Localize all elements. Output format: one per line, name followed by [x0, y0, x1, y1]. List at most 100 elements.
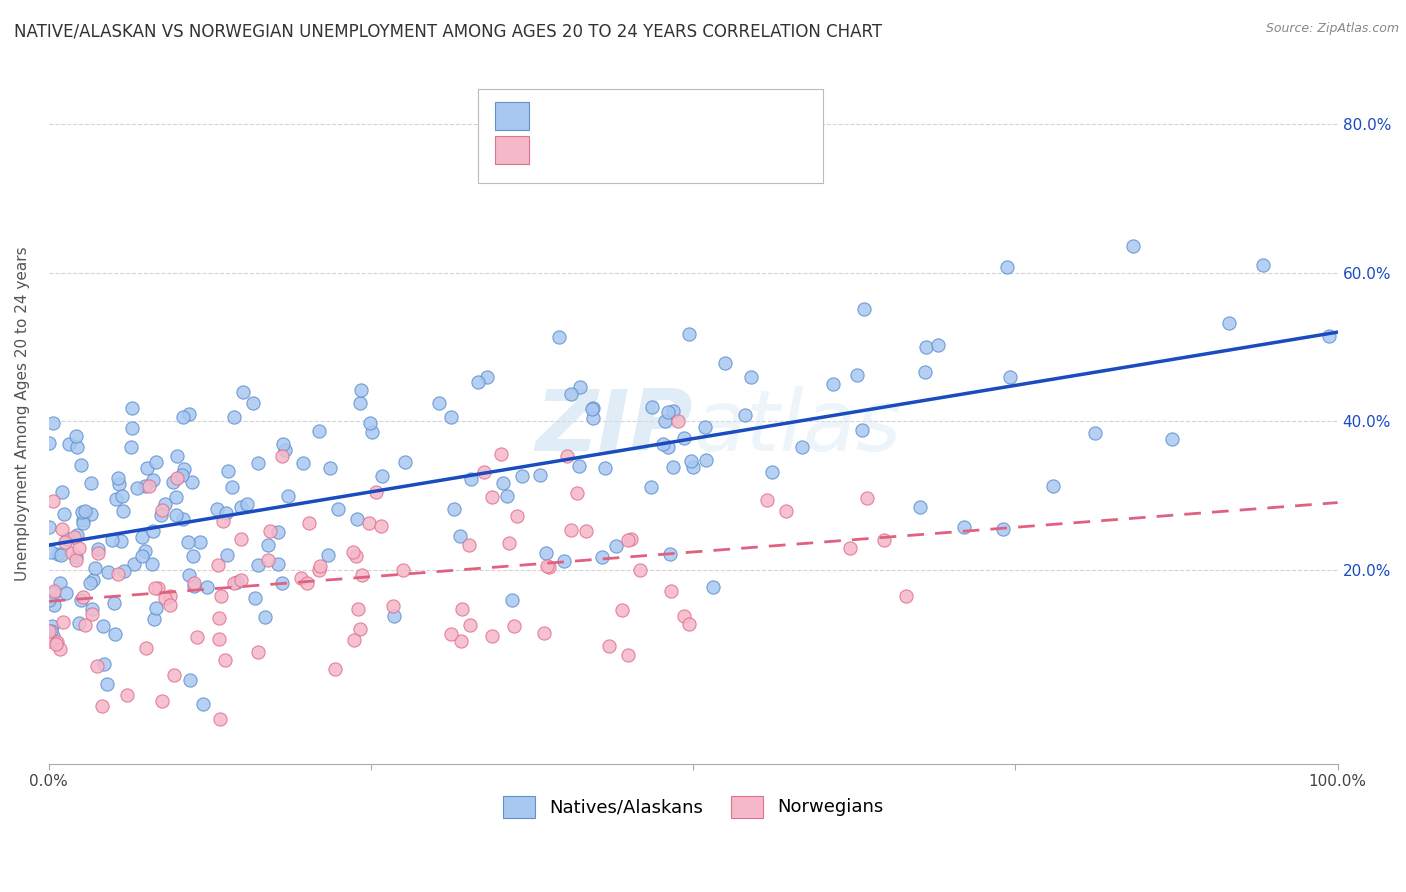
Point	[67, 616, 90, 631]
Point	[96, 676, 118, 690]
Point	[80, 607, 103, 621]
Point	[134, 544, 156, 558]
Point	[51, 484, 73, 499]
Point	[49, 548, 72, 562]
Point	[112, 565, 135, 579]
Point	[662, 404, 685, 418]
Legend: Natives/Alaskans, Norwegians: Natives/Alaskans, Norwegians	[495, 789, 891, 825]
Point	[651, 436, 673, 450]
Point	[605, 539, 627, 553]
Point	[610, 603, 633, 617]
Point	[443, 501, 465, 516]
Point	[131, 530, 153, 544]
Point	[70, 593, 93, 607]
Point	[179, 673, 201, 687]
Point	[598, 640, 620, 654]
Point	[291, 456, 314, 470]
Point	[229, 573, 252, 587]
Point	[581, 401, 603, 416]
Point	[427, 396, 450, 410]
Point	[46, 635, 69, 649]
Point	[225, 574, 247, 589]
Point	[181, 549, 204, 564]
Point	[215, 507, 238, 521]
Point	[108, 477, 131, 491]
Point	[162, 475, 184, 489]
Point	[679, 454, 702, 468]
Point	[231, 532, 253, 546]
Point	[48, 576, 70, 591]
Point	[460, 472, 482, 486]
Point	[247, 645, 270, 659]
Point	[163, 668, 186, 682]
Point	[97, 565, 120, 579]
Point	[678, 616, 700, 631]
Point	[492, 475, 515, 490]
Point	[138, 479, 160, 493]
Point	[142, 612, 165, 626]
Point	[209, 712, 232, 726]
Point	[846, 368, 869, 383]
Point	[620, 532, 643, 546]
Point	[673, 431, 696, 445]
Point	[498, 535, 520, 549]
Point	[366, 485, 388, 500]
Point	[673, 608, 696, 623]
Text: 0.388: 0.388	[579, 145, 637, 162]
Point	[449, 529, 471, 543]
Point	[165, 490, 187, 504]
Point	[110, 533, 132, 548]
Point	[121, 401, 143, 416]
Point	[481, 629, 503, 643]
Point	[1218, 316, 1240, 330]
Point	[440, 627, 463, 641]
Point	[370, 518, 392, 533]
Point	[65, 550, 87, 565]
Point	[209, 589, 232, 603]
Point	[510, 469, 533, 483]
Point	[181, 475, 204, 490]
Text: N =: N =	[654, 112, 693, 129]
Point	[756, 492, 779, 507]
Point	[790, 440, 813, 454]
Point	[42, 629, 65, 643]
Y-axis label: Unemployment Among Ages 20 to 24 years: Unemployment Among Ages 20 to 24 years	[15, 246, 30, 582]
Point	[214, 653, 236, 667]
Point	[165, 508, 187, 522]
Point	[172, 512, 194, 526]
Point	[183, 575, 205, 590]
Point	[662, 460, 685, 475]
Point	[702, 580, 724, 594]
Point	[641, 400, 664, 414]
Point	[450, 601, 472, 615]
Point	[188, 534, 211, 549]
Text: R =: R =	[536, 145, 575, 162]
Point	[208, 632, 231, 646]
Point	[361, 425, 384, 439]
Point	[125, 481, 148, 495]
Point	[318, 549, 340, 563]
Point	[38, 634, 60, 648]
Point	[72, 513, 94, 527]
Point	[267, 525, 290, 540]
Text: 102: 102	[696, 145, 734, 162]
Point	[186, 630, 208, 644]
Point	[246, 558, 269, 573]
Point	[277, 490, 299, 504]
Point	[101, 533, 124, 547]
Point	[851, 423, 873, 437]
Text: ZIP: ZIP	[536, 386, 693, 469]
Point	[107, 566, 129, 581]
Point	[271, 450, 294, 464]
Point	[1122, 239, 1144, 253]
Point	[734, 408, 756, 422]
Point	[349, 396, 371, 410]
Point	[350, 568, 373, 582]
Point	[695, 453, 717, 467]
Point	[166, 471, 188, 485]
Point	[205, 502, 228, 516]
Point	[60, 546, 83, 560]
Point	[657, 441, 679, 455]
Point	[714, 356, 737, 370]
Point	[839, 541, 862, 556]
